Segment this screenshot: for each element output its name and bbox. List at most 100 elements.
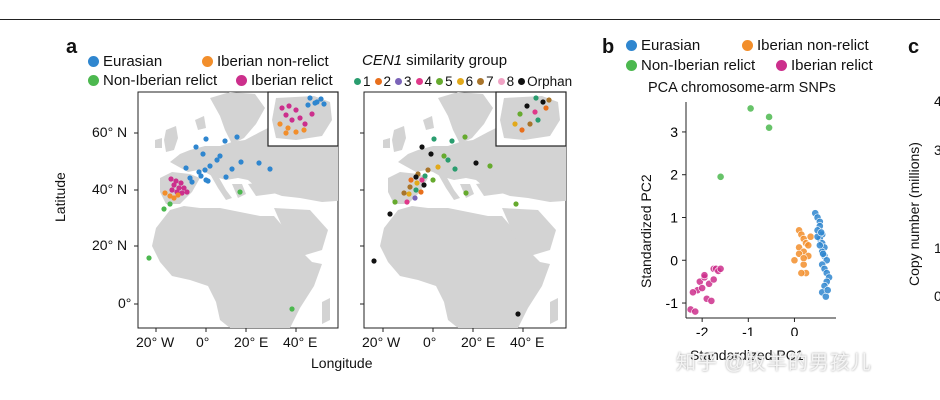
sample-point bbox=[413, 187, 419, 193]
sample-point bbox=[238, 159, 244, 165]
sample-point bbox=[414, 180, 420, 186]
sample-point bbox=[223, 174, 229, 180]
sample-point bbox=[302, 121, 308, 127]
sample-point bbox=[535, 117, 541, 123]
y-tick-label: 1 bbox=[670, 209, 678, 225]
group-label: 6 bbox=[465, 74, 474, 89]
pca-scatter-plot: 3 2 1 0 -1 -2 -1 0 bbox=[666, 102, 836, 336]
pca-point bbox=[817, 228, 826, 237]
latitude-label: Latitude bbox=[52, 172, 68, 222]
pca-point bbox=[716, 264, 725, 273]
pca-point bbox=[691, 307, 700, 316]
lon-tick-0: 0° bbox=[196, 334, 210, 350]
b-legend-iberian-relict: Iberian relict bbox=[776, 57, 873, 74]
sample-point bbox=[527, 121, 533, 127]
sample-point bbox=[207, 163, 213, 169]
inset-iberia-right bbox=[500, 96, 560, 140]
panel-a-letter: a bbox=[66, 36, 78, 58]
sample-point bbox=[435, 164, 441, 170]
sample-point bbox=[293, 107, 299, 113]
sample-point bbox=[277, 121, 283, 127]
sample-point bbox=[540, 99, 546, 105]
c-tick-4: 4 bbox=[934, 93, 940, 109]
legend-dot bbox=[88, 75, 99, 86]
sample-point bbox=[234, 134, 240, 140]
group-dot bbox=[436, 78, 444, 85]
sample-point bbox=[524, 103, 530, 109]
sample-point bbox=[167, 193, 173, 199]
lon-tick-40e: 40° E bbox=[283, 334, 318, 350]
sample-point bbox=[285, 125, 291, 131]
group-dot bbox=[374, 78, 382, 85]
sample-point bbox=[167, 201, 173, 207]
pca-point bbox=[797, 269, 806, 277]
sample-point bbox=[178, 180, 184, 186]
legend-eurasian: Eurasian bbox=[88, 53, 162, 70]
lon-tick-0-right: 0° bbox=[423, 334, 437, 350]
sample-point bbox=[413, 174, 419, 180]
sample-point bbox=[425, 167, 431, 173]
pca-title: PCA chromosome-arm SNPs bbox=[648, 80, 836, 96]
sample-point bbox=[301, 127, 307, 133]
legend-label: Eurasian bbox=[641, 37, 701, 54]
sample-point bbox=[406, 191, 412, 197]
sample-point bbox=[428, 151, 434, 157]
sample-point bbox=[515, 311, 521, 317]
sample-point bbox=[205, 178, 211, 184]
longitude-label: Longitude bbox=[311, 355, 373, 371]
pca-y-label: Standardized PC2 bbox=[638, 174, 654, 288]
legend-dot bbox=[742, 40, 753, 51]
group-label: 8 bbox=[506, 74, 515, 89]
pca-points bbox=[686, 104, 833, 316]
x-tick-label: -2 bbox=[696, 324, 709, 336]
sample-point bbox=[371, 258, 377, 264]
sample-point bbox=[171, 182, 177, 188]
sample-point bbox=[200, 151, 206, 157]
sample-point bbox=[449, 138, 455, 144]
pca-point bbox=[806, 232, 815, 241]
lon-tick-20e-right: 20° E bbox=[461, 334, 496, 350]
lon-tick-40e-right: 40° E bbox=[510, 334, 545, 350]
sample-point bbox=[307, 95, 313, 101]
b-legend-eurasian: Eurasian bbox=[626, 37, 700, 54]
sample-point bbox=[169, 187, 175, 193]
group-label: Orphan bbox=[527, 74, 573, 89]
group-dot bbox=[518, 78, 526, 85]
sample-point bbox=[267, 166, 273, 172]
lon-tick-20e: 20° E bbox=[234, 334, 269, 350]
sample-point bbox=[293, 129, 299, 135]
sample-point bbox=[431, 136, 437, 142]
sample-point bbox=[543, 105, 549, 111]
sample-point bbox=[421, 182, 427, 188]
pca-x-label: Standardized PC1 bbox=[690, 347, 804, 363]
top-rule bbox=[0, 19, 940, 20]
cen1-title-rest: similarity group bbox=[402, 52, 508, 69]
legend-label: Iberian relict bbox=[251, 72, 333, 89]
lon-tick-20w: 20° W bbox=[136, 334, 175, 350]
y-tick-label: 2 bbox=[670, 167, 678, 183]
left-map-points bbox=[146, 95, 327, 312]
sample-point bbox=[202, 167, 208, 173]
pca-point bbox=[823, 286, 832, 295]
pca-ticks: 3 2 1 0 -1 -2 -1 0 bbox=[666, 124, 799, 336]
sample-point bbox=[214, 157, 220, 163]
sample-point bbox=[305, 102, 311, 108]
pca-point bbox=[819, 249, 827, 258]
pca-point bbox=[821, 292, 830, 301]
pca-point bbox=[765, 113, 773, 121]
sample-point bbox=[196, 169, 202, 175]
pca-point bbox=[790, 256, 799, 265]
cen1-group-legend: 1 2 3 4 5 6 7 8 Orphan bbox=[350, 74, 572, 89]
sample-point bbox=[519, 127, 525, 133]
sample-point bbox=[404, 199, 410, 205]
group-label: 3 bbox=[404, 74, 412, 89]
y-tick-label: 3 bbox=[670, 124, 678, 140]
sample-point bbox=[297, 115, 303, 121]
group-label: 1 bbox=[363, 74, 371, 89]
legend-dot bbox=[202, 56, 213, 67]
legend-dot bbox=[626, 60, 637, 71]
x-tick-label: -1 bbox=[742, 324, 755, 336]
group-label: 2 bbox=[383, 74, 392, 89]
b-legend-non-iberian-relict: Non-Iberian relict bbox=[626, 57, 755, 74]
pca-point bbox=[689, 288, 697, 297]
